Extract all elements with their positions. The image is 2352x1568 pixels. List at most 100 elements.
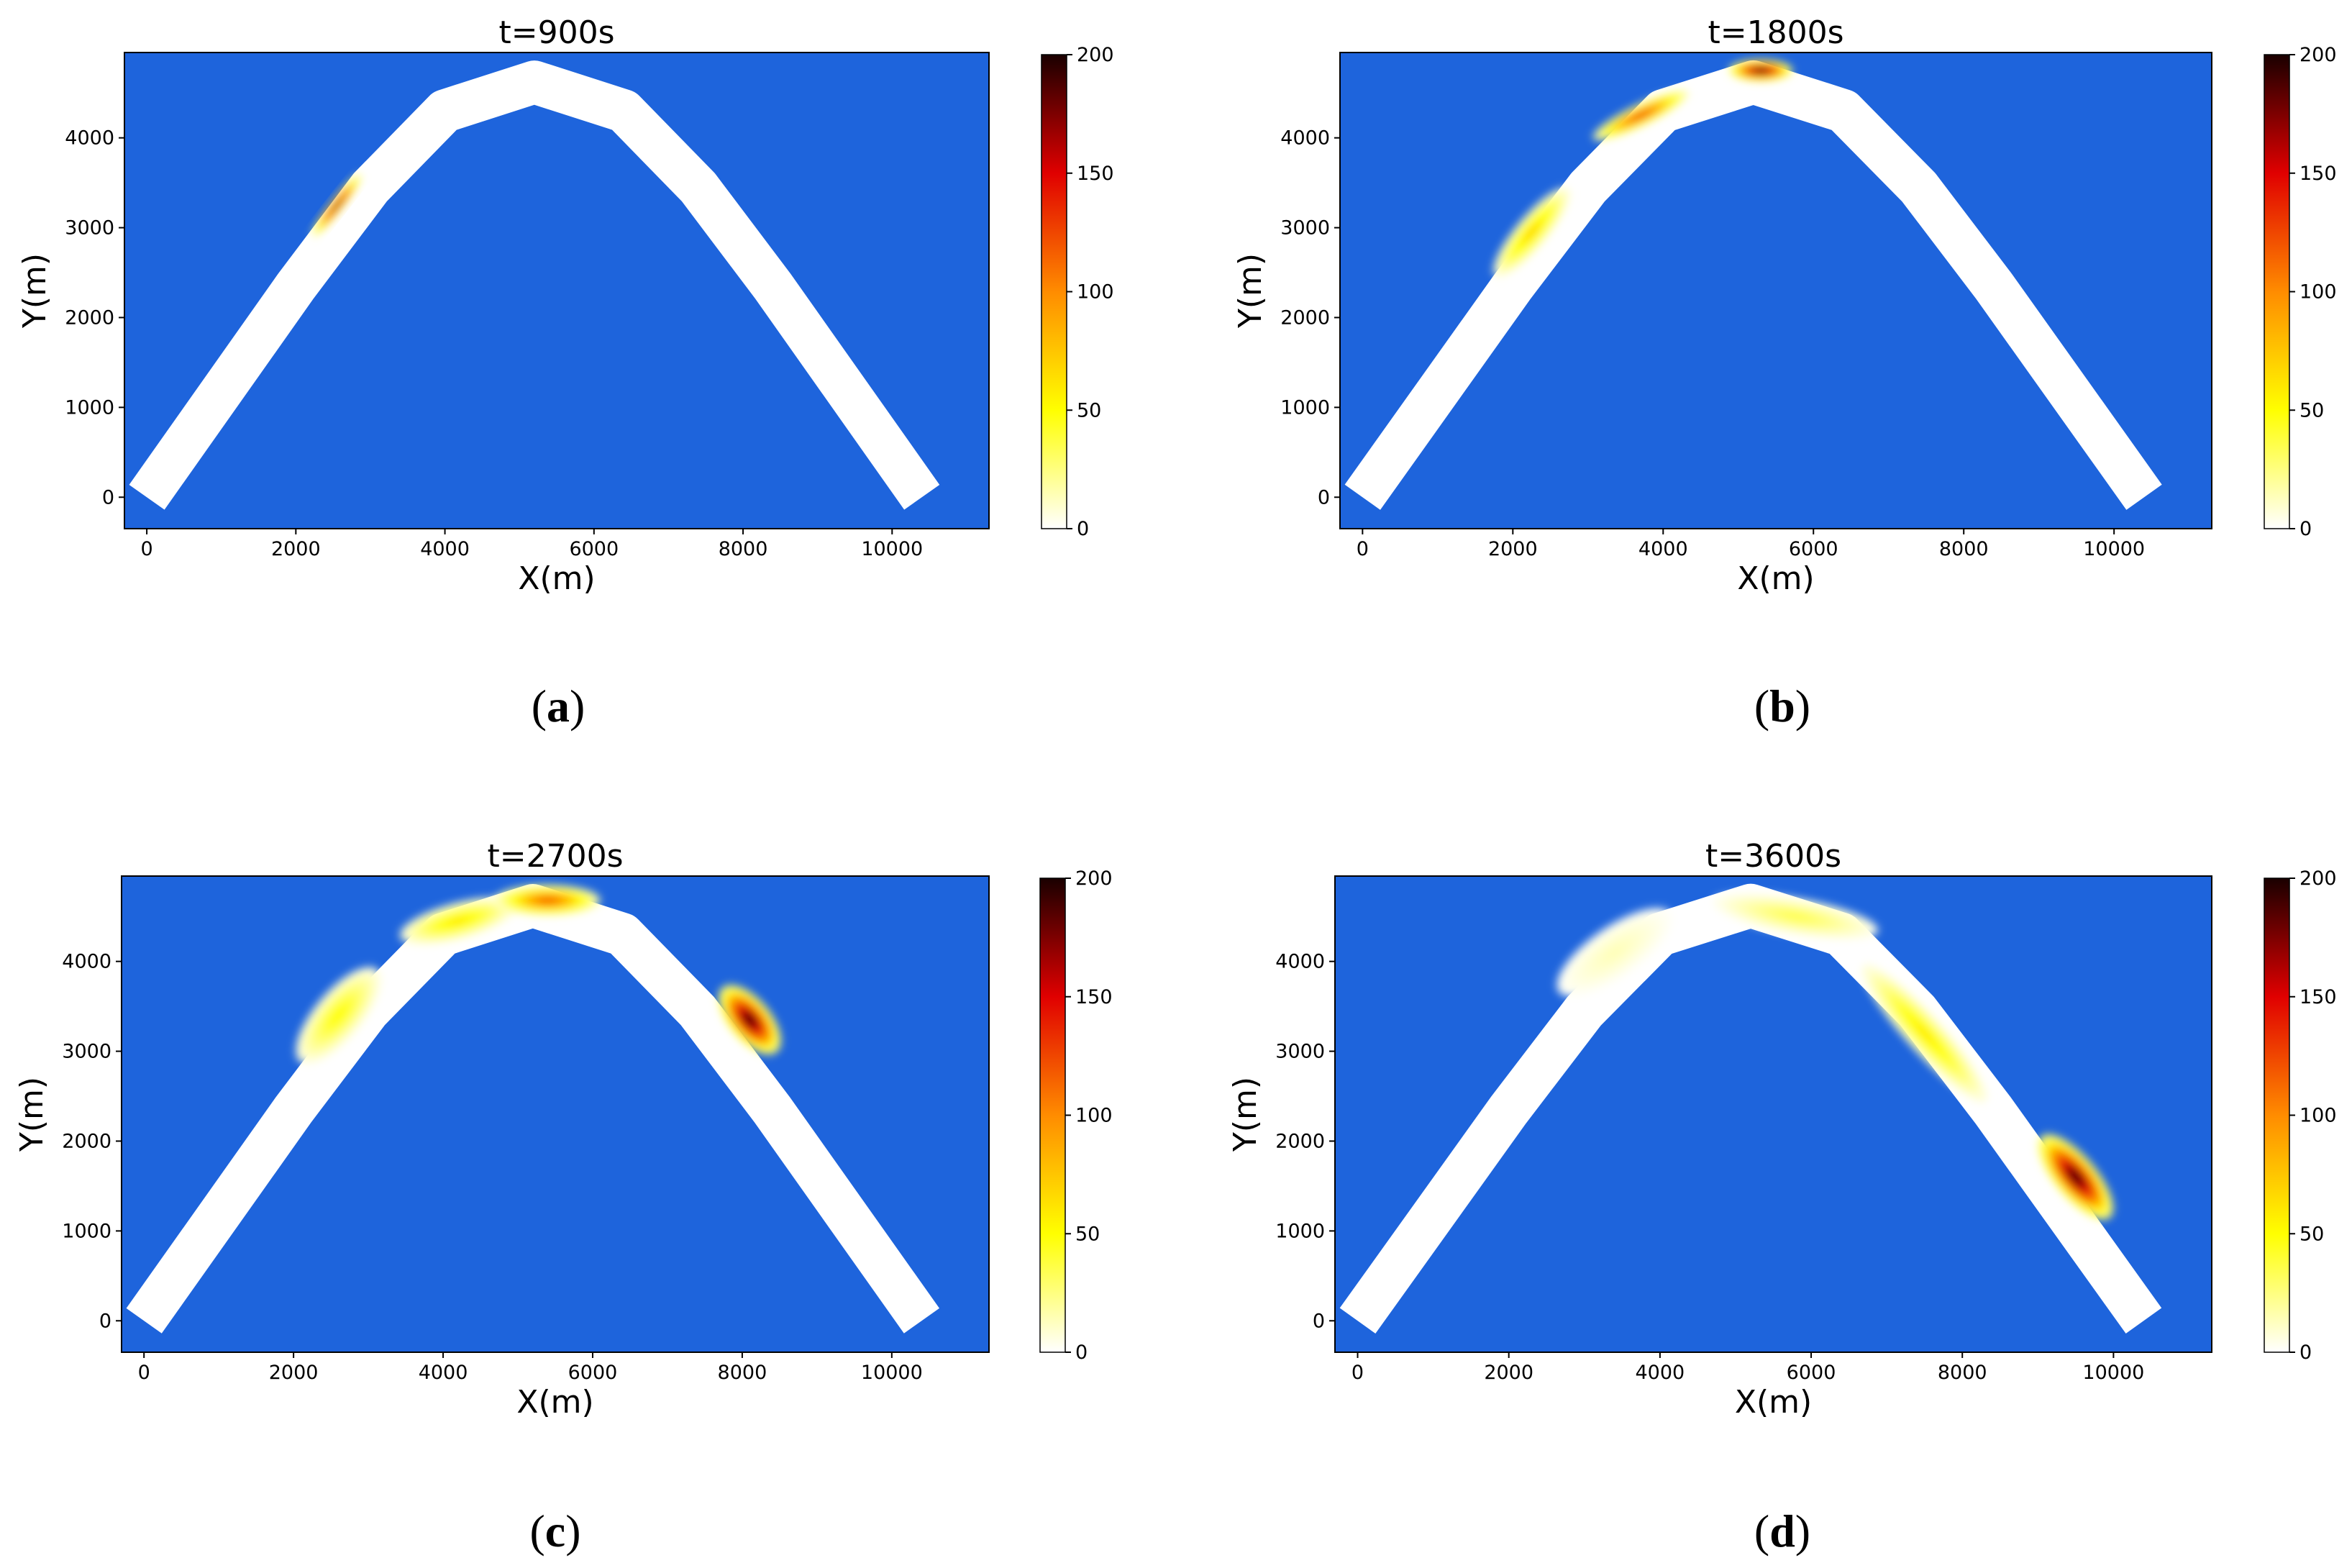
x-axis-label: X(m) (518, 560, 595, 597)
colorbar-tick-label: 100 (1077, 281, 1114, 304)
plot-frame (1334, 875, 2212, 1353)
x-tick-label: 4000 (1638, 538, 1688, 560)
plume-contour (1756, 68, 1766, 73)
colorbar-tick-label: 200 (1075, 867, 1113, 890)
plume-contour (540, 898, 555, 903)
panel-title: t=3600s (1705, 838, 1841, 875)
panel-a: 0 2000 4000 6000 8000 1000001000200030004000t… (17, 14, 1114, 731)
colorbar-tick-label: 150 (2299, 986, 2337, 1008)
colorbar-tick-label: 50 (2299, 1223, 2324, 1245)
plume-contour (1606, 946, 1623, 959)
panel-caption-letter: c (545, 1505, 565, 1556)
colorbar (1041, 54, 1067, 529)
x-tick-label: 10000 (861, 538, 923, 560)
x-axis-label: X(m) (516, 1384, 593, 1421)
domain-background (1335, 876, 2212, 1352)
plume-contour (1633, 111, 1648, 119)
y-tick-label: 3000 (1275, 1041, 1325, 1063)
panel-title: t=2700s (487, 838, 623, 875)
colorbar-tick-label: 0 (1077, 518, 1089, 540)
plume-contour (332, 1008, 345, 1023)
plume-2 (1729, 60, 1792, 81)
x-tick-label: 2000 (1484, 1362, 1533, 1384)
plume-0 (1493, 188, 1570, 277)
colorbar-tick-label: 200 (1077, 44, 1114, 66)
plume-contour (450, 917, 467, 925)
plume-0 (1556, 908, 1672, 997)
plume-3 (718, 985, 781, 1055)
y-tick-label: 4000 (1280, 127, 1330, 150)
y-tick-label: 1000 (62, 1220, 111, 1242)
x-tick-label: 0 (138, 1362, 150, 1384)
y-tick-label: 3000 (62, 1041, 111, 1063)
x-tick-label: 8000 (719, 538, 768, 560)
colorbar-tick-label: 50 (2299, 399, 2324, 421)
plot-area (126, 884, 940, 1334)
x-tick-label: 8000 (718, 1362, 767, 1384)
y-tick-label: 0 (1313, 1310, 1325, 1332)
plume-3 (2038, 1134, 2113, 1220)
plume-contour (1784, 913, 1808, 920)
y-tick-label: 0 (1318, 486, 1330, 509)
x-axis-label: X(m) (1737, 560, 1814, 597)
panel-title: t=1800s (1708, 14, 1843, 51)
y-tick-label: 1000 (1280, 396, 1330, 419)
colorbar-tick-label: 100 (2299, 281, 2337, 304)
colorbar-tick-label: 0 (1075, 1341, 1088, 1364)
x-tick-label: 6000 (569, 538, 619, 560)
plume-1 (400, 898, 516, 944)
colorbar-tick-label: 200 (2299, 867, 2337, 890)
x-tick-label: 2000 (1488, 538, 1538, 560)
plot-area (1344, 60, 2162, 510)
panel-caption-letter: a (547, 680, 570, 731)
panel-d: 0 2000 4000 6000 8000 1000001000200030004000t… (1227, 838, 2337, 1556)
y-tick-label: 2000 (1275, 1130, 1325, 1152)
x-tick-label: 10000 (861, 1362, 923, 1384)
plume-contour (745, 1014, 755, 1025)
colorbar-tick-label: 100 (2299, 1105, 2337, 1127)
y-tick-label: 4000 (65, 127, 114, 150)
y-tick-label: 0 (99, 1310, 111, 1332)
x-axis-label: X(m) (1735, 1384, 1812, 1421)
y-tick-label: 0 (102, 486, 114, 509)
x-tick-label: 0 (1352, 1362, 1364, 1384)
y-tick-label: 3000 (65, 217, 114, 240)
panel-caption: (d) (1754, 1505, 1810, 1556)
plume-contour (333, 201, 341, 210)
plume-contour (2070, 1170, 2082, 1183)
x-tick-label: 6000 (568, 1362, 618, 1384)
plume-0 (296, 967, 381, 1064)
channel (129, 60, 940, 510)
x-tick-label: 0 (140, 538, 152, 560)
x-tick-label: 6000 (1789, 538, 1838, 560)
colorbar (2264, 878, 2290, 1353)
y-tick-label: 2000 (62, 1130, 111, 1152)
y-tick-label: 4000 (62, 951, 111, 973)
domain-background (124, 53, 989, 529)
y-tick-label: 3000 (1280, 217, 1330, 240)
plot-frame (121, 875, 990, 1353)
x-tick-label: 8000 (1938, 1362, 1987, 1384)
colorbar-tick-label: 150 (2299, 163, 2337, 185)
x-tick-label: 4000 (419, 1362, 468, 1384)
y-axis-label: Y(m) (1232, 253, 1269, 329)
colorbar-tick-label: 0 (2299, 1341, 2312, 1364)
x-tick-label: 2000 (271, 538, 321, 560)
y-axis-label: Y(m) (1227, 1077, 1264, 1152)
y-tick-label: 2000 (65, 306, 114, 329)
colorbar (1039, 878, 1066, 1353)
domain-background (122, 876, 989, 1352)
x-tick-label: 6000 (1787, 1362, 1836, 1384)
plume-2 (1862, 965, 1987, 1102)
plume-contour (1915, 1024, 1934, 1044)
colorbar-tick-label: 150 (1075, 986, 1113, 1008)
y-tick-label: 2000 (1280, 306, 1330, 329)
colorbar-tick-label: 150 (1077, 163, 1114, 185)
x-tick-label: 8000 (1939, 538, 1989, 560)
panel-caption-letter: b (1769, 680, 1795, 731)
panel-caption: (b) (1754, 680, 1810, 731)
plume-2 (495, 885, 601, 916)
x-tick-label: 4000 (1636, 1362, 1685, 1384)
colorbar-tick-label: 50 (1077, 399, 1101, 421)
